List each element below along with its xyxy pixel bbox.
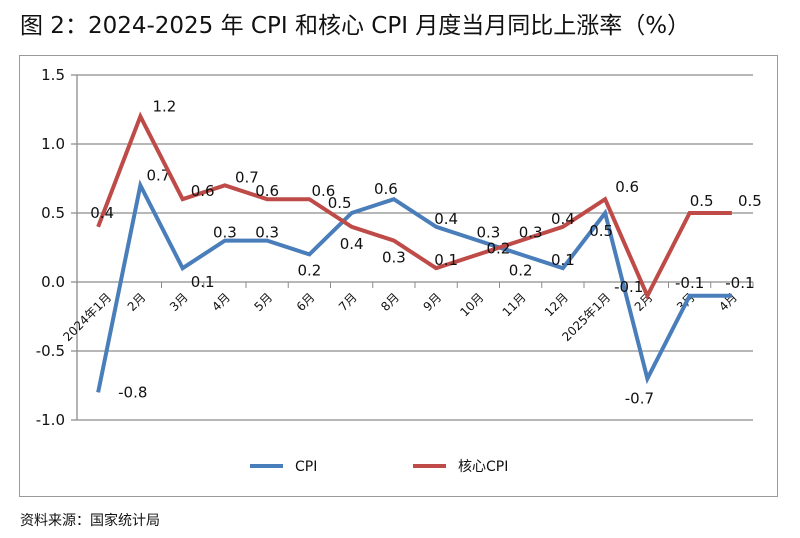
x-tick-label: 4月 bbox=[716, 290, 740, 314]
data-label: 0.4 bbox=[551, 210, 575, 228]
x-tick-label: 2024年1月 bbox=[60, 290, 114, 344]
data-label: 0.6 bbox=[615, 178, 639, 196]
x-tick-label: 11月 bbox=[500, 290, 529, 319]
data-label: 0.2 bbox=[297, 261, 321, 279]
data-label: 0.5 bbox=[328, 194, 352, 212]
y-tick-label: -1.0 bbox=[36, 411, 65, 429]
x-tick-label: 8月 bbox=[378, 290, 402, 314]
data-label: 0.1 bbox=[191, 273, 215, 291]
x-tick-label: 3月 bbox=[167, 290, 191, 314]
legend-label: 核心CPI bbox=[458, 459, 508, 475]
series-line-core-cpi bbox=[96, 111, 732, 301]
data-label: 0.5 bbox=[738, 192, 762, 210]
x-tick-label: 10月 bbox=[457, 290, 486, 319]
x-tick-label: 6月 bbox=[294, 290, 318, 314]
data-label: 0.6 bbox=[311, 182, 335, 200]
series-line-cpi bbox=[96, 179, 732, 393]
data-label: 0.3 bbox=[476, 224, 500, 242]
legend-label: CPI bbox=[295, 459, 317, 475]
data-label: 0.4 bbox=[340, 235, 364, 253]
data-label: 0.7 bbox=[146, 166, 170, 184]
data-label: 0.6 bbox=[255, 182, 279, 200]
data-label: -0.1 bbox=[675, 274, 704, 292]
data-label: 0.4 bbox=[434, 210, 458, 228]
x-tick-label: 5月 bbox=[251, 290, 275, 314]
data-label: 0.1 bbox=[551, 251, 575, 269]
data-label: -0.1 bbox=[614, 278, 643, 296]
x-tick-label: 7月 bbox=[336, 290, 360, 314]
data-label: 0.4 bbox=[90, 204, 114, 222]
data-label: 0.2 bbox=[509, 261, 533, 279]
x-tick-label: 9月 bbox=[420, 290, 444, 314]
chart-title: 图 2：2024-2025 年 CPI 和核心 CPI 月度当月同比上涨率（%） bbox=[20, 13, 691, 39]
data-label: 0.2 bbox=[486, 239, 510, 257]
data-label: -0.8 bbox=[118, 383, 147, 401]
source-note: 资料来源：国家统计局 bbox=[20, 513, 160, 529]
data-label: 0.3 bbox=[382, 249, 406, 267]
y-tick-label: 0.5 bbox=[41, 204, 65, 222]
data-label: 0.6 bbox=[191, 182, 215, 200]
y-tick-label: 0.0 bbox=[41, 273, 65, 291]
data-label: 0.3 bbox=[519, 224, 543, 242]
chart-frame bbox=[19, 55, 778, 497]
data-label: -0.1 bbox=[725, 274, 754, 292]
y-tick-label: 1.5 bbox=[41, 66, 65, 84]
data-label: 0.5 bbox=[690, 192, 714, 210]
data-label: 0.1 bbox=[434, 251, 458, 269]
data-label: -0.7 bbox=[625, 390, 654, 408]
x-tick-label: 4月 bbox=[209, 290, 233, 314]
data-label: 0.7 bbox=[235, 168, 259, 186]
y-tick-label: 1.0 bbox=[41, 135, 65, 153]
y-tick-label: -0.5 bbox=[36, 342, 65, 360]
data-label: 1.2 bbox=[152, 97, 176, 115]
x-tick-label: 12月 bbox=[542, 290, 571, 319]
data-label: 0.6 bbox=[374, 180, 398, 198]
data-label: 0.3 bbox=[255, 224, 279, 242]
data-label: 0.5 bbox=[589, 222, 613, 240]
x-tick-label: 2月 bbox=[125, 290, 149, 314]
data-label: 0.3 bbox=[213, 224, 237, 242]
